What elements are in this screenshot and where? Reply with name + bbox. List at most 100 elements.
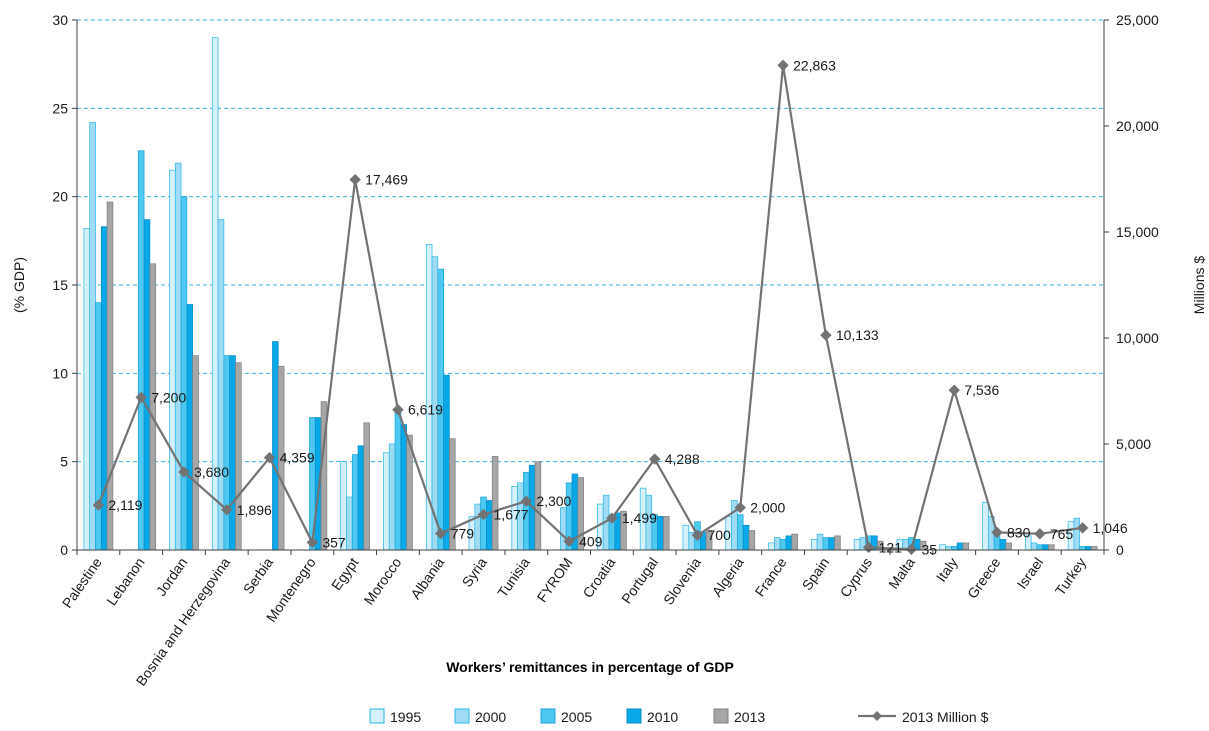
x-tick-label: Morocco: [360, 554, 404, 607]
bar-2000: [346, 496, 353, 551]
million-dollar-label: 121: [879, 539, 903, 555]
legend-marker: [872, 711, 882, 721]
x-axis-title: Workers’ remittances in percentage of GD…: [446, 659, 734, 675]
bar-2010: [657, 516, 664, 551]
million-dollar-line: [92, 59, 1089, 555]
bar-2005: [351, 454, 359, 551]
bar-1995: [383, 452, 390, 551]
bar-2013: [834, 535, 841, 551]
million-dollar-point: [948, 384, 960, 396]
bar-1995: [768, 542, 775, 551]
bar-2005: [180, 196, 188, 551]
million-dollar-point: [905, 543, 918, 555]
bar-2005: [223, 355, 231, 551]
x-tick-label: Malta: [885, 554, 918, 591]
bar-1995: [169, 169, 176, 551]
bar-2000: [560, 507, 567, 551]
y-axis-title: (% GDP): [11, 257, 27, 313]
million-dollar-point: [606, 512, 618, 524]
million-dollar-point: [178, 466, 190, 478]
million-dollar-label: 357: [322, 534, 346, 550]
bar-2000: [217, 219, 225, 551]
y-tick-label: 20: [52, 189, 68, 205]
legend-label: 1995: [390, 709, 421, 725]
x-tick-label: Greece: [964, 554, 1004, 601]
bar-2013: [235, 362, 242, 551]
x-tick-label: Portugal: [618, 555, 661, 607]
bar-2010: [100, 226, 108, 551]
bar-2013: [1005, 542, 1012, 551]
y-tick-label: 25: [52, 100, 68, 116]
bar-1995: [811, 539, 818, 551]
bar-2013: [363, 422, 370, 551]
million-dollar-label: 7,200: [151, 389, 186, 405]
bar-2010: [1085, 546, 1092, 551]
million-dollar-label: 700: [707, 527, 731, 543]
million-dollar-label: 6,619: [408, 402, 443, 418]
bar-2013: [491, 456, 499, 551]
legend-swatch-2000: [454, 708, 470, 724]
million-dollar-point: [435, 527, 447, 540]
million-dollar-point: [691, 529, 704, 541]
x-tick-label: Israel: [1014, 555, 1047, 592]
million-dollar-point: [777, 59, 789, 72]
bar-2010: [229, 355, 236, 551]
bar-2013: [1048, 544, 1055, 551]
bars: [83, 37, 1098, 551]
bar-2005: [394, 410, 402, 551]
bar-2000: [474, 503, 481, 551]
million-dollar-point: [92, 499, 105, 511]
bar-2010: [443, 374, 450, 551]
x-tick-label: France: [751, 554, 789, 599]
million-dollar-label: 2,000: [750, 500, 785, 516]
legend-swatch-2005: [540, 708, 556, 724]
x-tick-label: Algeria: [709, 554, 747, 599]
bar-1995: [939, 544, 946, 551]
million-dollar-label: 779: [451, 525, 475, 541]
million-dollar-label: 4,288: [665, 451, 700, 467]
legend-swatch-1995: [369, 708, 385, 724]
bar-2010: [999, 539, 1007, 551]
million-dollar-point: [477, 508, 490, 521]
y2-tick-label: 0: [1116, 542, 1124, 558]
million-dollar-label: 10,133: [836, 327, 879, 343]
bar-2000: [816, 533, 824, 551]
bar-2010: [742, 524, 750, 551]
million-dollar-label: 1,046: [1093, 520, 1128, 536]
legend-swatch-2010: [626, 708, 642, 724]
million-dollar-series-line: [97, 65, 1083, 551]
million-dollar-point: [263, 451, 276, 464]
million-dollar-label: 765: [1050, 526, 1074, 542]
x-tick-label: Turkey: [1052, 555, 1089, 599]
million-dollar-label: 1,677: [494, 506, 529, 522]
x-tick-label: Spain: [799, 555, 833, 594]
bar-2010: [785, 535, 793, 551]
million-dollar-point: [734, 501, 746, 514]
bar-2000: [388, 443, 396, 551]
x-tick-label: Jordan: [153, 555, 191, 599]
bar-2000: [89, 122, 96, 551]
x-tick-label: Bosnia and Herzegovina: [133, 554, 234, 688]
y2-tick-label: 10,000: [1116, 330, 1159, 346]
bar-2000: [1030, 542, 1038, 551]
million-dollar-label: 35: [921, 541, 937, 557]
x-tick-label: Lebanon: [103, 555, 147, 609]
bar-2010: [400, 424, 407, 551]
bar-2013: [1090, 546, 1098, 551]
x-tick-label: Cyprus: [837, 555, 876, 601]
y2-tick-label: 20,000: [1116, 118, 1159, 134]
bar-2013: [192, 355, 199, 551]
million-dollar-point: [306, 536, 319, 549]
million-dollar-label: 17,469: [365, 172, 408, 188]
million-dollar-label: 409: [579, 533, 603, 549]
million-dollar-label: 3,680: [194, 464, 229, 480]
bar-1995: [682, 524, 690, 551]
bar-1995: [982, 501, 989, 551]
million-dollar-point: [221, 504, 233, 516]
y-tick-label: 30: [52, 12, 68, 28]
data-labels: 2,119 7,200 3,680 1,896 4,359 357 17,469 6,619 7…: [108, 57, 1127, 557]
y-tick-label: 10: [52, 365, 68, 381]
legend-label: 2000: [475, 709, 506, 725]
million-dollar-label: 22,863: [793, 57, 836, 73]
